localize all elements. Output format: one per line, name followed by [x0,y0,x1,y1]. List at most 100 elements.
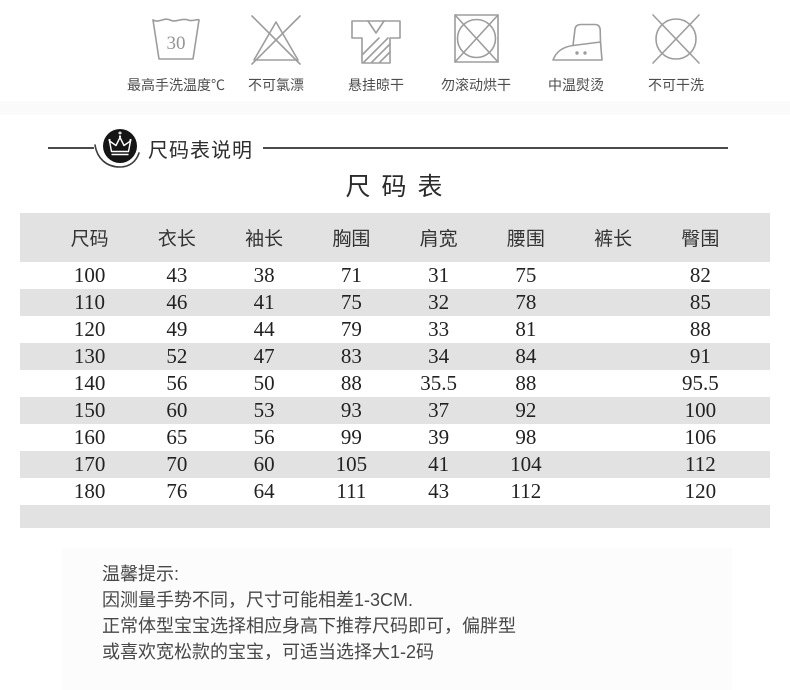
header-cell: 袖长 [245,229,284,250]
care-item: 中温熨烫 [541,9,611,95]
table-cell: 38 [253,263,275,287]
care-label: 最高手洗温度℃ [127,77,225,93]
table-cell: 85 [689,290,711,314]
no-dry-clean-icon [646,9,706,67]
table-cell: 91 [689,344,711,368]
section-title: 尺码表说明 [148,139,253,162]
table-cell: 31 [428,263,450,287]
table-cell: 140 [73,371,106,395]
table-cell: 93 [340,398,362,422]
table-cell: 95.5 [682,371,719,395]
table-cell: 170 [73,452,106,476]
table-cell: 120 [73,317,106,341]
table-cell: 49 [166,317,188,341]
medium-iron-icon [546,9,606,67]
care-item: 悬挂晾干 [341,9,411,95]
table-footer-strip [20,505,770,528]
table-body: 100 43 38 71 31 75 82 110 46 41 75 32 78 85 120 49 44 79 3… [20,262,770,505]
table-cell: 180 [73,479,106,503]
table-cell: 50 [253,371,275,395]
table-row: 140 56 50 88 35.5 88 95.5 [20,370,770,397]
care-item: 不可氯漂 [241,9,311,95]
table-cell: 43 [428,479,450,503]
table-cell: 120 [684,479,717,503]
table-cell: 43 [166,263,188,287]
tips-box: 温馨提示: 因测量手势不同，尺寸可能相差1-3CM. 正常体型宝宝选择相应身高下… [62,548,732,690]
table-cell: 112 [510,479,542,503]
table-cell: 64 [253,479,275,503]
header-rule-left [48,147,94,149]
table-cell: 150 [73,398,106,422]
table-cell: 34 [428,344,450,368]
handwash-30-icon: 30 [146,9,206,67]
care-item: 不可干洗 [641,9,711,95]
care-label: 不可干洗 [648,77,704,93]
table-cell: 75 [340,290,362,314]
table-row: 160 65 56 99 39 98 106 [20,424,770,451]
table-cell: 105 [335,452,368,476]
no-bleach-icon [246,9,306,67]
table-cell: 65 [166,425,188,449]
table-cell: 81 [515,317,537,341]
tips-line: 或喜欢宽松款的宝宝，可适当选择大1-2码 [102,642,435,662]
table-cell: 130 [73,344,106,368]
table-cell: 98 [515,425,537,449]
header-rule-right [263,147,728,149]
table-cell: 46 [166,290,188,314]
size-table: 尺码 衣长 袖长 胸围 肩宽 腰围 裤长 臀围 100 43 38 71 31 75 82 1… [20,213,770,528]
table-row: 100 43 38 71 31 75 82 [20,262,770,289]
table-header-row: 尺码 衣长 袖长 胸围 肩宽 腰围 裤长 臀围 [20,213,770,262]
table-cell: 60 [253,452,275,476]
table-cell: 104 [510,452,542,476]
care-label: 中温熨烫 [548,77,604,93]
table-cell: 111 [336,479,367,503]
care-label: 不可氯漂 [248,77,304,93]
table-cell: 83 [340,344,362,368]
table-cell: 76 [166,479,188,503]
care-label: 勿滚动烘干 [441,77,511,93]
table-cell: 84 [515,344,537,368]
no-tumble-dry-icon [446,9,506,67]
table-row: 150 60 53 93 37 92 100 [20,397,770,424]
header-cell: 衣长 [157,229,196,250]
table-cell: 92 [515,398,537,422]
table-cell: 52 [166,344,188,368]
table-row: 170 70 60 105 41 104 112 [20,451,770,478]
table-cell: 44 [253,317,275,341]
crown-icon [94,129,140,168]
table-cell: 88 [515,371,537,395]
tips-line: 正常体型宝宝选择相应身高下推荐尺码即可，偏胖型 [102,616,516,636]
table-cell: 75 [515,263,537,287]
table-cell: 70 [166,452,188,476]
tips-line: 因测量手势不同，尺寸可能相差1-3CM. [102,590,414,610]
header-cell: 臀围 [681,229,720,250]
table-cell: 33 [428,317,450,341]
table-cell: 32 [428,290,450,314]
table-cell: 53 [253,398,275,422]
care-label: 悬挂晾干 [348,77,404,93]
table-cell: 60 [166,398,188,422]
header-cell: 裤长 [594,229,633,250]
table-cell: 35.5 [420,371,457,395]
table-row: 130 52 47 83 34 84 91 [20,343,770,370]
table-cell: 56 [166,371,188,395]
table-cell: 106 [684,425,717,449]
care-icons-row: 30 最高手洗温度℃ 不可氯漂 悬挂晾干 勿滚动烘干 [127,9,711,95]
table-row: 110 46 41 75 32 78 85 [20,289,770,316]
handwash-temp-value: 30 [167,33,186,54]
section-header: 尺码表说明 [0,128,790,168]
table-cell: 79 [340,317,362,341]
table-cell: 41 [253,290,275,314]
table-cell: 41 [428,452,450,476]
table-cell: 78 [515,290,537,314]
table-cell: 100 [684,398,717,422]
table-cell: 88 [340,371,362,395]
size-chart-title: 尺 码 表 [345,173,445,201]
table-cell: 110 [74,290,105,314]
tips-title: 温馨提示: [102,564,180,584]
care-item: 勿滚动烘干 [441,9,511,95]
table-cell: 56 [253,425,275,449]
table-cell: 99 [340,425,362,449]
header-cell: 尺码 [70,229,109,250]
table-cell: 71 [340,263,362,287]
